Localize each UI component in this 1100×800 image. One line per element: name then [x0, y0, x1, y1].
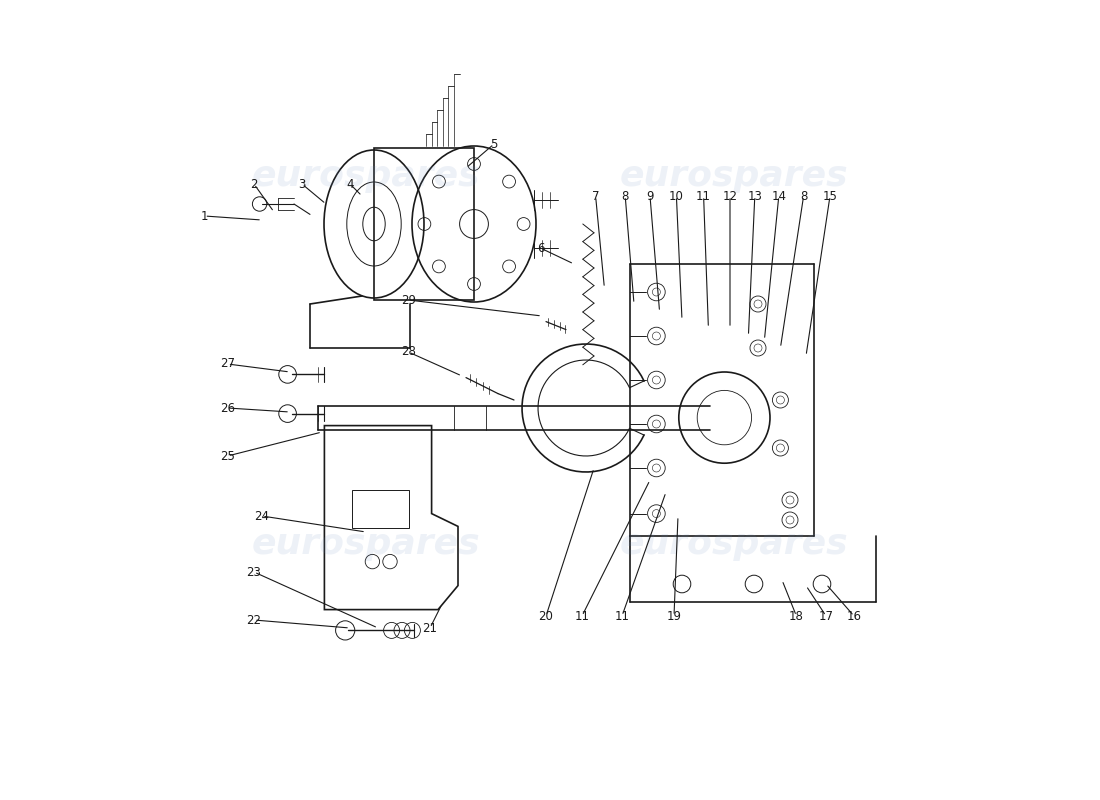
Text: 20: 20: [539, 610, 553, 622]
Text: eurospares: eurospares: [252, 159, 481, 193]
Text: 11: 11: [696, 190, 711, 202]
Text: 11: 11: [615, 610, 629, 622]
Text: 2: 2: [251, 178, 257, 190]
Text: eurospares: eurospares: [252, 527, 481, 561]
Text: 27: 27: [220, 358, 235, 370]
Text: 3: 3: [298, 178, 306, 190]
Text: 9: 9: [647, 190, 653, 202]
Text: 13: 13: [747, 190, 762, 202]
Text: 25: 25: [220, 450, 235, 462]
Circle shape: [252, 197, 267, 211]
Text: 12: 12: [723, 190, 737, 202]
Text: eurospares: eurospares: [619, 527, 848, 561]
Text: eurospares: eurospares: [619, 159, 848, 193]
Text: 15: 15: [823, 190, 837, 202]
Text: 11: 11: [574, 610, 590, 622]
Text: 5: 5: [491, 138, 497, 150]
Bar: [352, 490, 409, 528]
Text: 8: 8: [800, 190, 807, 202]
Text: 23: 23: [246, 566, 262, 578]
Text: 21: 21: [422, 622, 438, 634]
Bar: [374, 148, 474, 300]
Text: 8: 8: [621, 190, 629, 202]
Text: 7: 7: [592, 190, 600, 202]
Text: 4: 4: [346, 178, 354, 190]
Text: 1: 1: [200, 210, 208, 222]
Text: 26: 26: [220, 402, 235, 414]
Text: 6: 6: [537, 242, 544, 254]
Text: 10: 10: [669, 190, 684, 202]
Text: 29: 29: [400, 294, 416, 306]
Text: 24: 24: [254, 510, 270, 522]
Text: 22: 22: [246, 614, 262, 626]
Text: 17: 17: [818, 610, 834, 622]
Text: 18: 18: [789, 610, 804, 622]
Text: 28: 28: [402, 346, 416, 358]
Text: 19: 19: [667, 610, 682, 622]
Text: 14: 14: [771, 190, 786, 202]
Text: 16: 16: [847, 610, 861, 622]
